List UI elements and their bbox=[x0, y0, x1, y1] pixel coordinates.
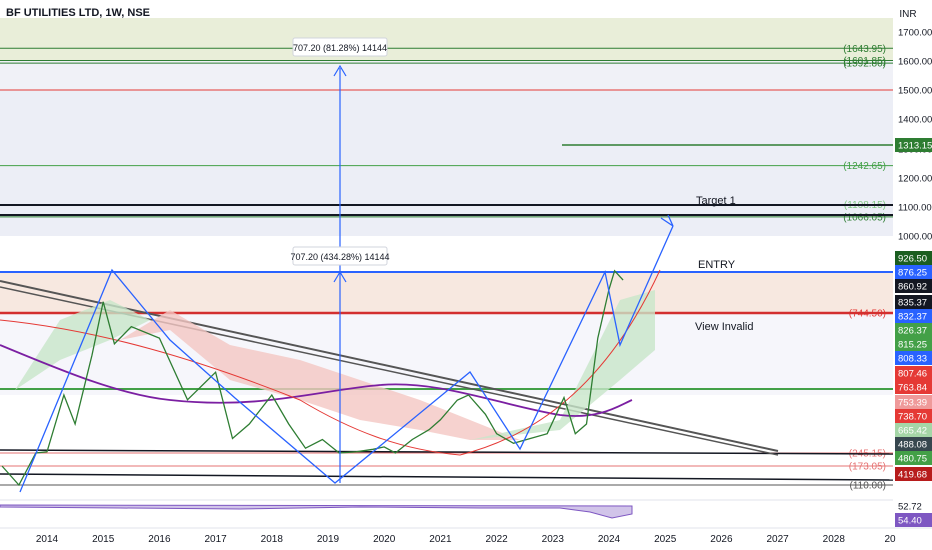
x-tick-6: 2020 bbox=[373, 534, 396, 545]
measure-label-mid: 707.20 (434.28%) 14144 bbox=[290, 252, 389, 262]
price-badge-text-12: 738.70 bbox=[898, 412, 927, 423]
trendline-upper bbox=[0, 280, 779, 452]
price-badge-text-10: 763.84 bbox=[898, 383, 927, 394]
measure-box-top bbox=[292, 37, 388, 57]
price-badge-5 bbox=[895, 309, 932, 323]
price-badge-15 bbox=[895, 451, 932, 465]
price-badge-13 bbox=[895, 423, 932, 437]
wave-zigzag bbox=[19, 225, 674, 493]
price-badge-text-9: 807.46 bbox=[898, 369, 927, 380]
price-badge-14 bbox=[895, 437, 932, 451]
price-badge-text-15: 480.75 bbox=[898, 454, 927, 465]
wave-arrow-b bbox=[667, 214, 674, 227]
y-tick-6: 1100.00 bbox=[898, 203, 932, 214]
price-badge-text-5: 832.37 bbox=[898, 312, 927, 323]
ichimoku-cloud-green-2 bbox=[470, 290, 655, 440]
x-tick-14: 2028 bbox=[823, 534, 846, 545]
x-tick-12: 2026 bbox=[710, 534, 733, 545]
level-label-1: (1601.85) bbox=[843, 56, 886, 67]
y-tick-7: 1000.00 bbox=[898, 232, 932, 243]
level-label-9: (173.05) bbox=[849, 462, 886, 473]
price-badge-8 bbox=[895, 351, 932, 365]
measure-arrow-top bbox=[333, 64, 347, 77]
price-badge-10 bbox=[895, 380, 932, 394]
time-axis bbox=[0, 528, 932, 550]
zone-band-0 bbox=[0, 18, 893, 61]
level-label-0: (1643.95) bbox=[843, 44, 886, 55]
price-badge-text-7: 815.25 bbox=[898, 340, 927, 351]
price-series-line bbox=[1, 269, 624, 487]
x-tick-3: 2017 bbox=[204, 534, 227, 545]
price-badge-text-4: 835.37 bbox=[898, 298, 927, 309]
price-badge-9 bbox=[895, 366, 932, 380]
price-badge-11 bbox=[895, 395, 932, 409]
price-badge-0 bbox=[895, 138, 932, 152]
price-badge-3 bbox=[895, 279, 932, 293]
measure-arrow-mid bbox=[333, 270, 347, 283]
oscillator-pane bbox=[0, 500, 893, 528]
y-tick-1: 1600.00 bbox=[898, 57, 932, 68]
price-badge-7 bbox=[895, 337, 932, 351]
price-badge-text-11: 753.39 bbox=[898, 398, 927, 409]
chart-title: BF UTILITIES LTD, 1W, NSE bbox=[6, 7, 151, 19]
x-tick-15: 20 bbox=[884, 534, 896, 545]
ichimoku-cloud-red bbox=[120, 310, 520, 440]
annotation-target-1: Target 1 bbox=[696, 195, 736, 207]
x-tick-8: 2022 bbox=[485, 534, 508, 545]
price-badge-1 bbox=[895, 251, 932, 265]
x-tick-4: 2018 bbox=[261, 534, 284, 545]
y-tick-0: 1700.00 bbox=[898, 28, 932, 39]
price-badge-text-8: 808.33 bbox=[898, 354, 927, 365]
price-badge-text-2: 876.25 bbox=[898, 268, 927, 279]
support-line-2 bbox=[0, 449, 894, 455]
osc-badge-1 bbox=[895, 513, 932, 527]
level-label-4: (1242.65) bbox=[843, 161, 886, 172]
price-badge-text-0: 1313.15 bbox=[898, 141, 932, 152]
y-tick-5: 1200.00 bbox=[898, 174, 932, 185]
price-badge-text-16: 419.68 bbox=[898, 470, 927, 481]
measure-box-mid bbox=[292, 246, 388, 266]
annotation-entry: ENTRY bbox=[698, 259, 736, 271]
x-tick-1: 2015 bbox=[92, 534, 115, 545]
price-badge-text-14: 488.08 bbox=[898, 440, 927, 451]
level-label-10: (110.00) bbox=[849, 481, 886, 492]
wave-arrow-a bbox=[660, 217, 674, 227]
zone-band-1 bbox=[0, 61, 893, 90]
osc-badge-text-1: 54.40 bbox=[898, 516, 922, 527]
price-badge-text-6: 826.37 bbox=[898, 326, 927, 337]
x-tick-2: 2016 bbox=[148, 534, 171, 545]
annotation-view-invalid: View Invalid bbox=[695, 321, 754, 333]
price-badge-6 bbox=[895, 323, 932, 337]
price-badge-16 bbox=[895, 467, 932, 481]
level-label-2: (1592.80) bbox=[843, 59, 886, 70]
x-tick-0: 2014 bbox=[36, 534, 59, 545]
y-tick-2: 1500.00 bbox=[898, 86, 932, 97]
moving-average-purple bbox=[0, 344, 633, 417]
x-tick-7: 2021 bbox=[429, 534, 452, 545]
zone-band-2 bbox=[0, 90, 893, 236]
ichimoku-cloud-green-1 bbox=[15, 300, 150, 390]
osc-badge-text-0: 52.72 bbox=[898, 502, 922, 513]
x-tick-9: 2023 bbox=[542, 534, 565, 545]
moving-average-red bbox=[0, 269, 661, 456]
measure-label-top: 707.20 (81.28%) 14144 bbox=[293, 43, 387, 53]
x-tick-5: 2019 bbox=[317, 534, 340, 545]
level-label-6: (1066.05) bbox=[843, 212, 886, 223]
price-badge-2 bbox=[895, 265, 932, 279]
y-tick-3: 1400.00 bbox=[898, 115, 932, 126]
price-badge-4 bbox=[895, 295, 932, 309]
price-badge-text-3: 860.92 bbox=[898, 282, 927, 293]
support-line-3 bbox=[0, 473, 894, 481]
price-badge-12 bbox=[895, 409, 932, 423]
entry-zone bbox=[0, 271, 893, 313]
oscillator-area bbox=[0, 504, 633, 519]
currency-label: INR bbox=[899, 9, 916, 20]
price-badge-text-1: 926.50 bbox=[898, 254, 927, 265]
x-tick-11: 2025 bbox=[654, 534, 677, 545]
price-badge-text-13: 665.42 bbox=[898, 426, 927, 437]
x-tick-13: 2027 bbox=[766, 534, 789, 545]
x-tick-10: 2024 bbox=[598, 534, 621, 545]
